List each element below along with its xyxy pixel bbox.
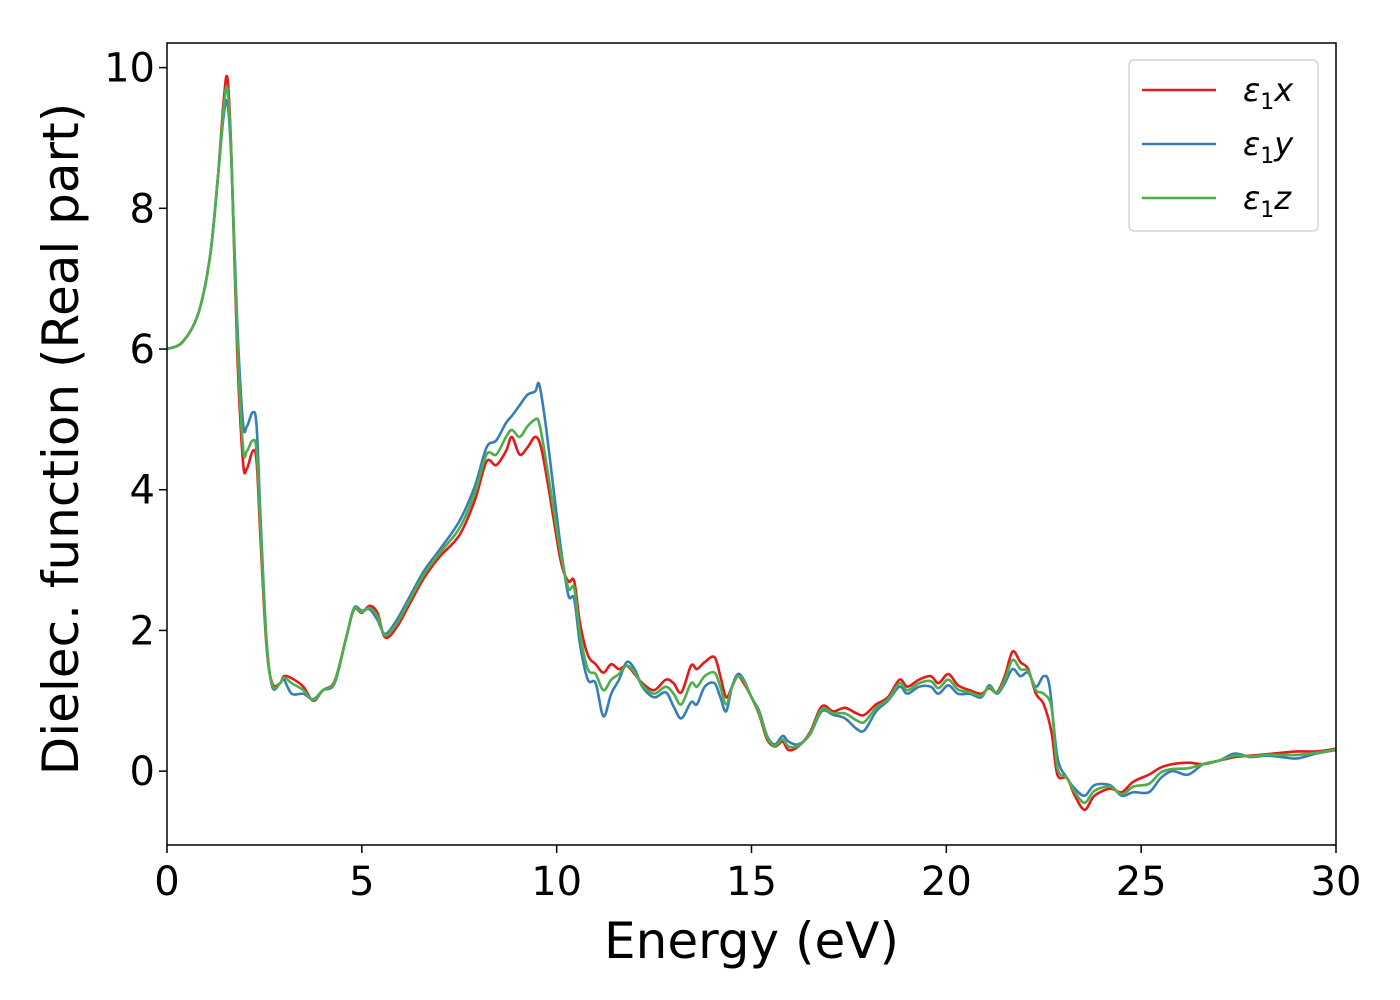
y-tick-label: 10 <box>104 46 155 92</box>
series-line-z <box>167 85 1336 805</box>
y-axis-title: Dielec. function (Real part) <box>32 103 90 775</box>
x-tick-label: 0 <box>154 859 179 905</box>
x-axis-ticks: 0 5 10 15 20 25 30 <box>154 845 1361 905</box>
series-line-x <box>167 74 1336 812</box>
y-tick-label: 2 <box>130 608 155 654</box>
y-tick-label: 4 <box>130 468 155 514</box>
y-tick-label: 8 <box>130 186 155 232</box>
x-tick-label: 10 <box>531 859 582 905</box>
y-tick-label: 6 <box>130 327 155 373</box>
legend-label-z: ε1z <box>1243 179 1292 223</box>
x-tick-label: 20 <box>921 859 972 905</box>
y-axis-ticks: 0 2 4 6 8 10 <box>104 46 167 795</box>
legend-label-y: ε1y <box>1243 125 1294 169</box>
x-tick-label: 30 <box>1311 859 1362 905</box>
legend: ε1x ε1y ε1z <box>1128 59 1319 232</box>
x-axis-title: Energy (eV) <box>604 912 899 970</box>
x-tick-label: 15 <box>726 859 777 905</box>
x-tick-label: 25 <box>1116 859 1167 905</box>
plot-lines <box>167 74 1336 812</box>
x-tick-label: 5 <box>349 859 374 905</box>
y-tick-label: 0 <box>130 749 155 795</box>
legend-label-x: ε1x <box>1243 71 1294 115</box>
legend-box <box>1128 59 1319 232</box>
